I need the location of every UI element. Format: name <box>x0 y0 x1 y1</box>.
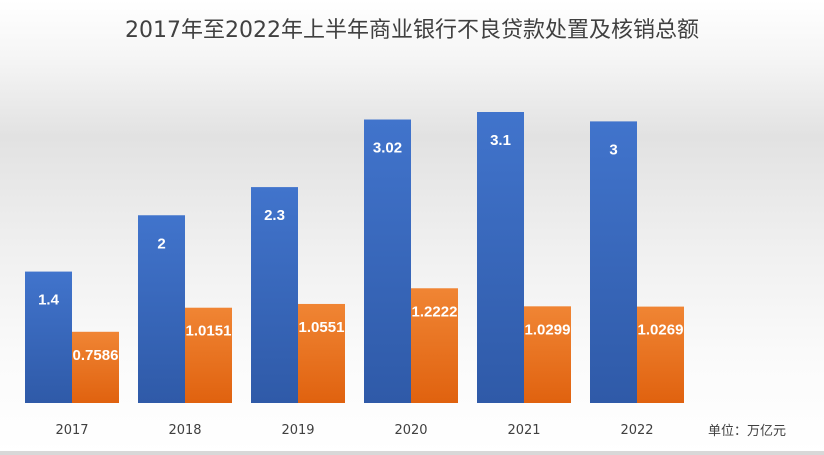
bar-blue-2018 <box>138 215 185 403</box>
data-label: 1.0151 <box>186 323 232 340</box>
bar-orange-2017 <box>72 331 119 403</box>
data-label: 3 <box>609 141 617 158</box>
bar-orange-2019 <box>298 303 345 403</box>
data-label: 1.2222 <box>412 303 458 320</box>
x-tick-label: 2021 <box>507 423 540 438</box>
bottom-strip <box>0 451 824 455</box>
data-label: 2.3 <box>264 207 285 224</box>
x-tick-label: 2022 <box>620 423 653 438</box>
chart-title: 2017年至2022年上半年商业银行不良贷款处置及核销总额 <box>125 18 699 43</box>
data-label: 0.7586 <box>73 347 119 364</box>
data-label: 1.0551 <box>299 319 345 336</box>
data-label: 3.02 <box>373 140 402 157</box>
x-tick-label: 2019 <box>281 423 314 438</box>
bar-orange-2018 <box>185 307 232 403</box>
data-label: 1.0269 <box>638 322 684 339</box>
data-label: 2 <box>157 235 165 252</box>
bar-orange-2021 <box>524 306 571 403</box>
bar-blue-2021 <box>477 112 524 403</box>
data-label: 1.4 <box>38 292 60 309</box>
unit-label: 单位：万亿元 <box>708 424 787 439</box>
bar-orange-2022 <box>637 306 684 403</box>
x-tick-label: 2017 <box>55 423 88 438</box>
x-tick-label: 2018 <box>168 423 201 438</box>
bar-blue-2022 <box>590 121 637 404</box>
data-label: 1.0299 <box>525 321 571 338</box>
bar-blue-2017 <box>25 271 72 403</box>
data-label: 3.1 <box>490 132 511 149</box>
bar-orange-2020 <box>411 288 458 403</box>
bar-blue-2020 <box>364 119 411 403</box>
x-tick-label: 2020 <box>394 423 427 438</box>
bar-blue-2019 <box>251 187 298 403</box>
